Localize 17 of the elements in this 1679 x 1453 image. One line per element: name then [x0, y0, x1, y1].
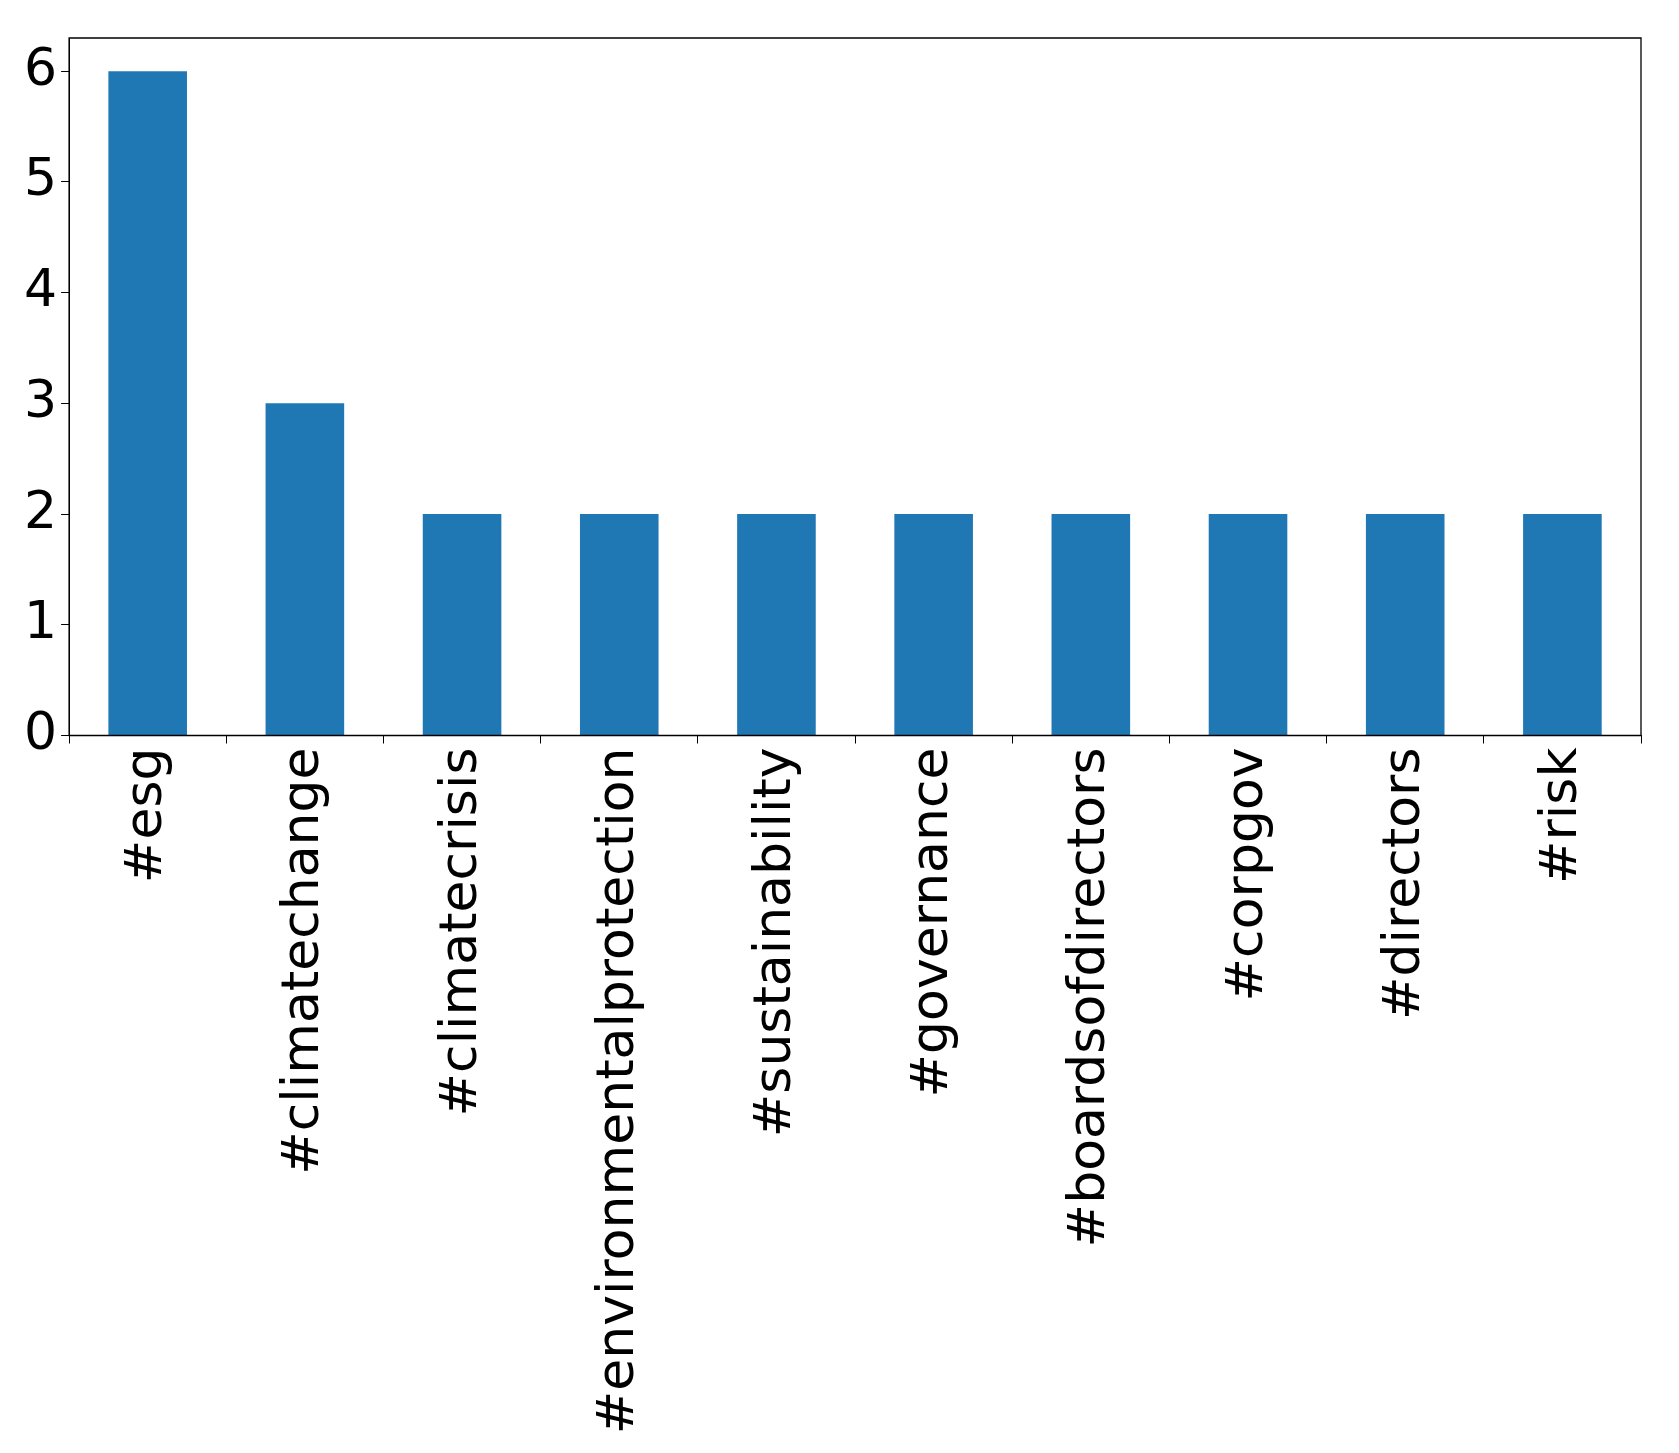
x-tick-label: #governance: [899, 747, 960, 1098]
y-tick-label: 4: [23, 258, 58, 319]
y-tick-label: 3: [23, 368, 58, 429]
y-tick-label: 1: [23, 590, 58, 651]
y-tick-label: 6: [23, 36, 58, 97]
x-tick-label: #environmentalprotection: [584, 747, 645, 1435]
x-tick-label: #boardsofdirectors: [1056, 747, 1117, 1248]
x-tick-label: #corpgov: [1213, 747, 1274, 1002]
y-tick-label: 2: [23, 479, 58, 540]
x-tick-label: #climatechange: [270, 747, 331, 1175]
y-tick-label: 5: [23, 147, 58, 208]
x-tick-label: #sustainability: [741, 747, 802, 1138]
x-tick-label: #climatecrisis: [427, 747, 488, 1117]
x-tick-label: #esg: [113, 747, 174, 884]
x-tick-label: #directors: [1370, 747, 1431, 1021]
x-tick-label: #risk: [1527, 747, 1588, 885]
y-tick-label: 0: [23, 701, 58, 762]
